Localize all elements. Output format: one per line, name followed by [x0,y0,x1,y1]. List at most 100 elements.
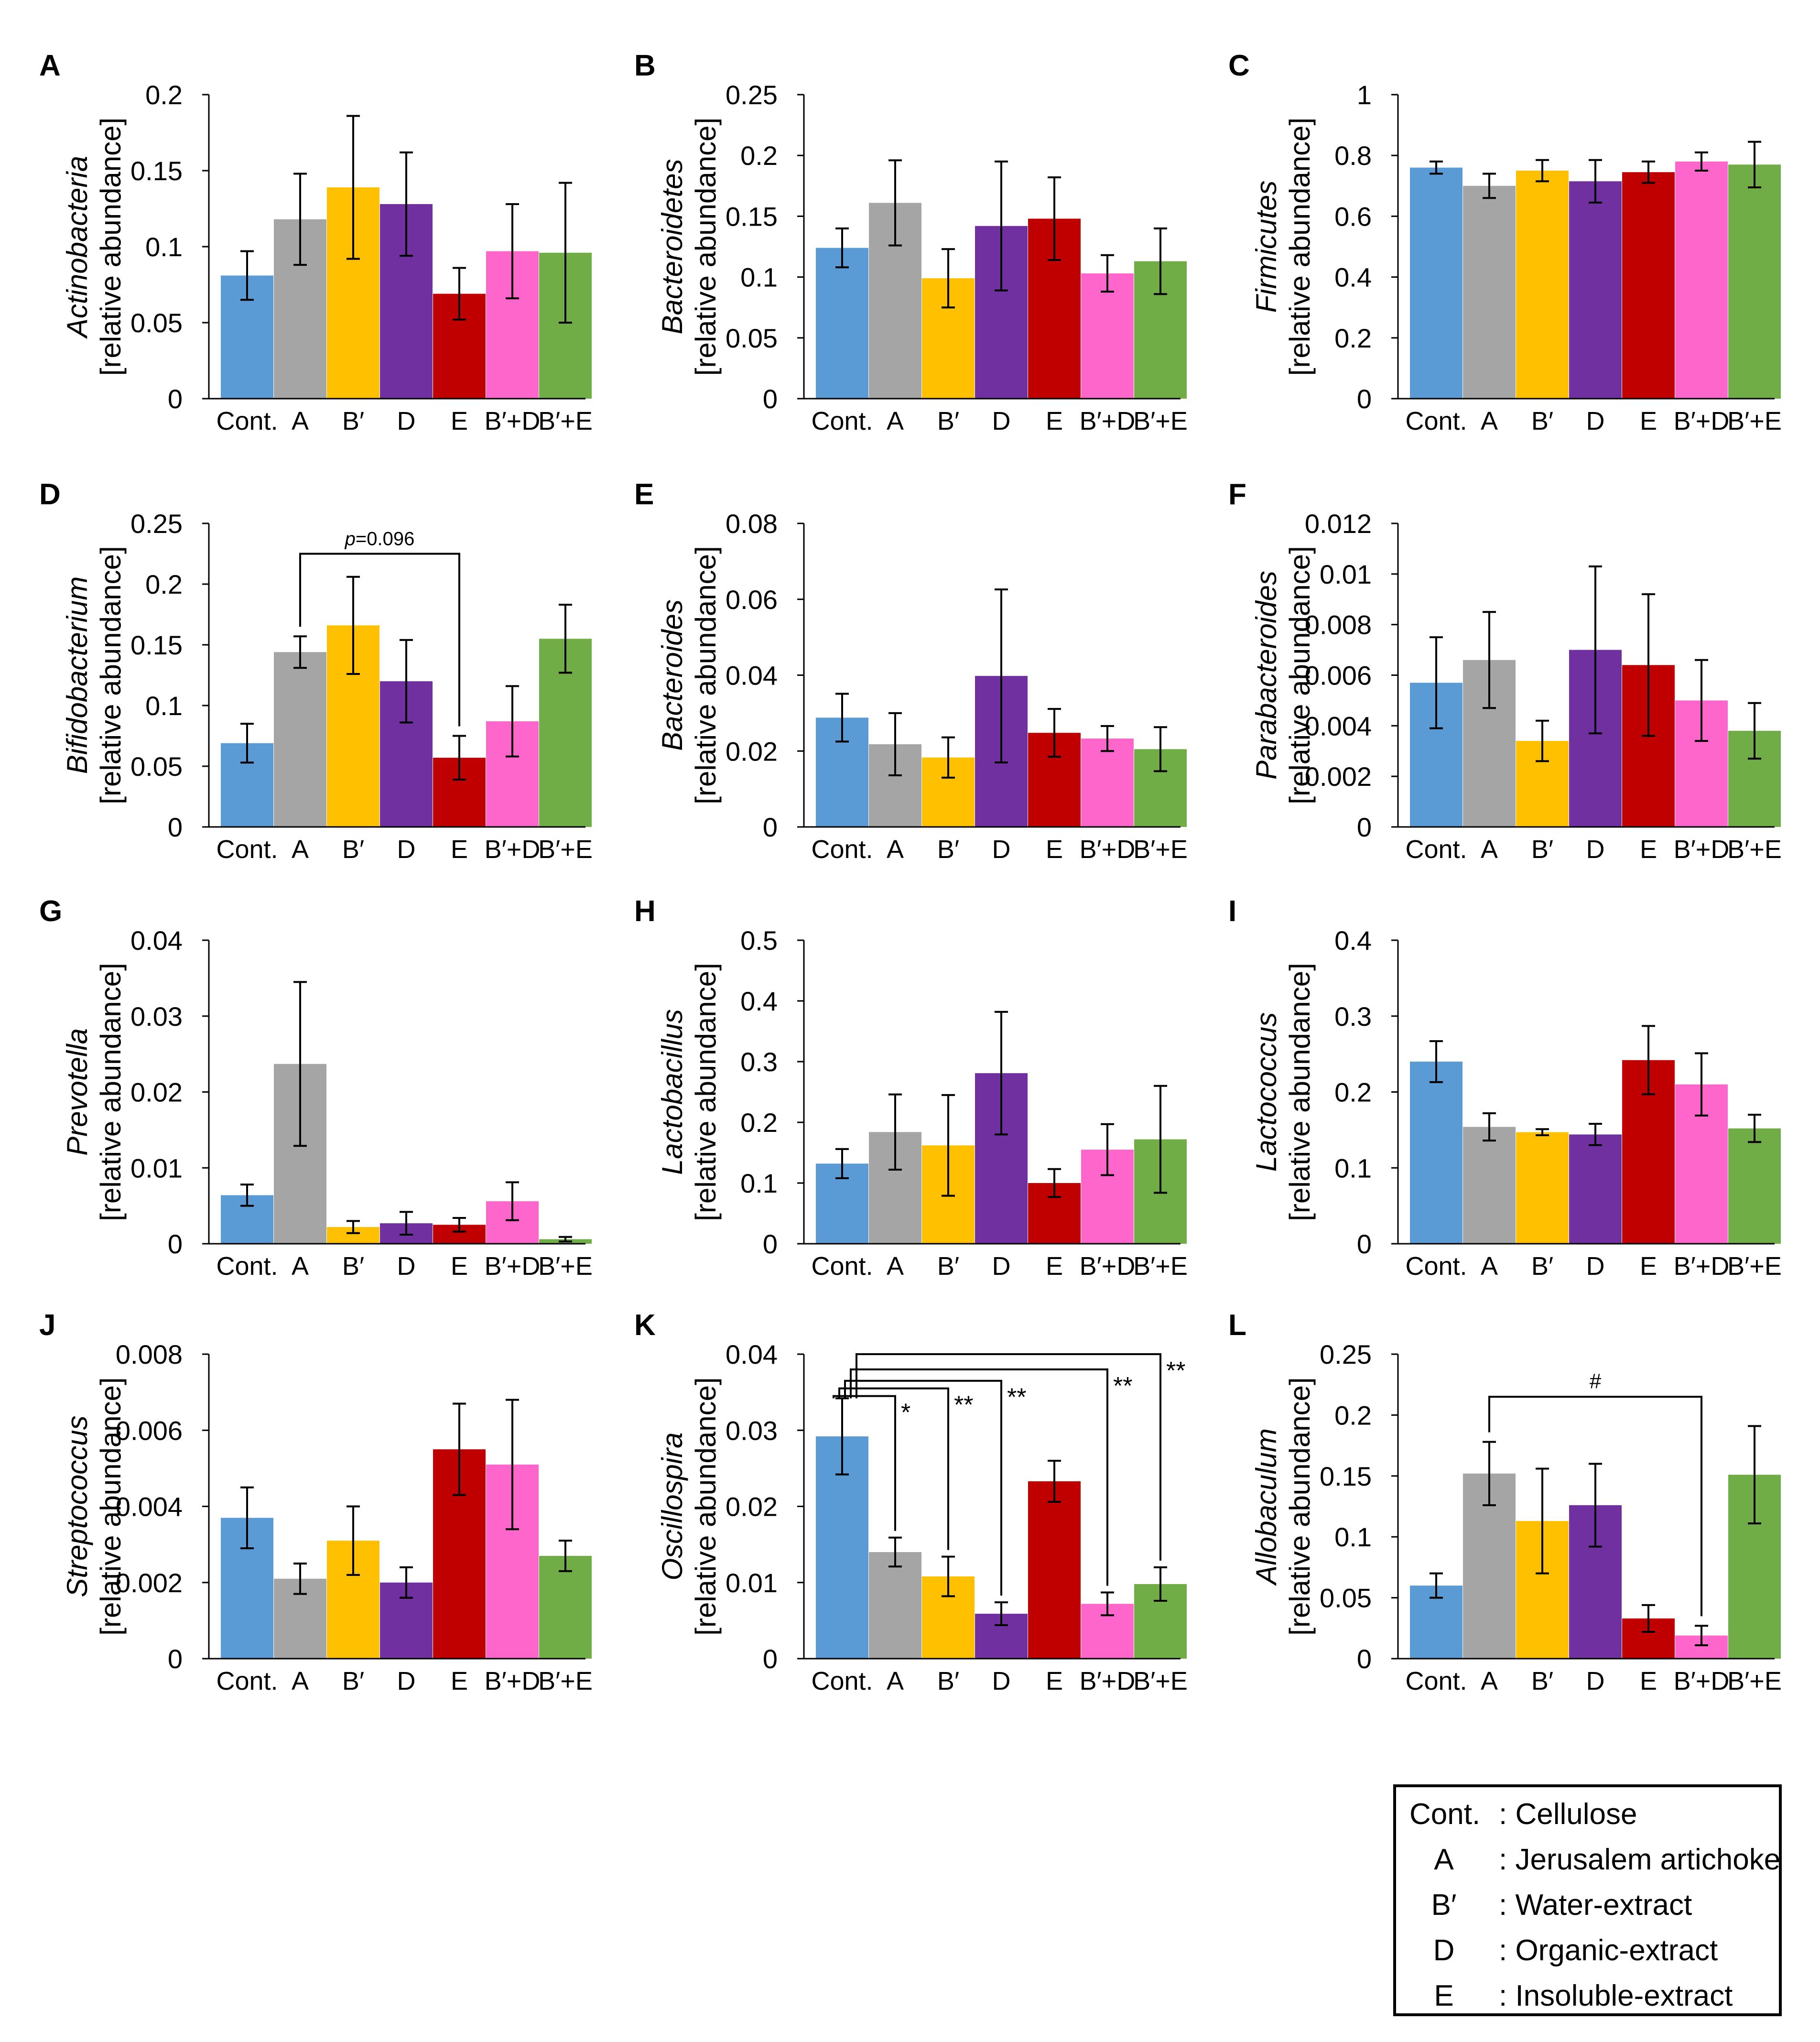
x-tick-label: Cont. [216,1252,278,1281]
y-axis-title: Actinobacteria [61,156,93,339]
significance-label: ** [1007,1384,1026,1412]
x-tick-label: Cont. [811,407,873,435]
y-axis-title: Prevotella [61,1028,93,1156]
y-axis-title: Lactobacillus [656,1009,688,1175]
x-tick-label: A [1481,407,1498,435]
x-tick-label: B′+E [1133,407,1188,435]
x-tick-label: B′+D [1080,1252,1136,1281]
bar-c-6 [1728,164,1781,399]
y-tick-label: 0.2 [1334,1077,1372,1108]
legend-desc: : Cellulose [1499,1798,1637,1831]
x-tick-label: B′+E [1133,1667,1188,1695]
y-axis-title: Bacteroidetes [656,159,688,335]
y-tick-label: 0.004 [1305,711,1372,741]
x-tick-label: Cont. [216,1667,278,1695]
panel-letter: L [1228,1309,1246,1342]
y-tick-label: 0.02 [726,736,778,766]
x-tick-label: A [887,1252,904,1281]
x-tick-label: B′+E [1133,1252,1188,1281]
y-tick-label: 0.002 [1305,761,1372,792]
y-tick-label: 0 [168,812,183,842]
panel-letter: G [39,895,62,928]
y-tick-label: 0.01 [726,1568,778,1598]
legend-key: D [1433,1934,1455,1967]
x-tick-label: Cont. [811,1252,873,1281]
x-tick-label: B′ [342,835,364,864]
bar-c-4 [1622,172,1675,399]
x-tick-label: B′ [342,1252,364,1281]
y-tick-label: 0.2 [145,569,183,599]
y-tick-label: 0.1 [1334,1153,1372,1183]
x-tick-label: Cont. [1405,407,1467,435]
panel-letter: J [39,1309,55,1342]
y-tick-label: 0.1 [1334,1522,1372,1552]
x-tick-label: E [451,407,468,435]
y-tick-label: 0.3 [740,1047,778,1077]
panel-letter: B [634,49,656,82]
panel-letter: F [1228,478,1246,511]
y-axis-title: Firmicutes [1250,181,1282,313]
significance-label: p=0.096 [345,529,415,550]
x-tick-label: D [1586,407,1605,435]
x-tick-label: Cont. [811,835,873,864]
y-tick-label: 0.008 [1305,610,1372,640]
x-tick-label: B′+E [538,407,593,435]
legend-key: Cont. [1409,1798,1481,1831]
panel-k: K Oscillospira [relative abundance] 0 0.01 0.… [634,1309,1188,1695]
bar-k-4 [1028,1481,1081,1659]
significance-bracket [838,1387,949,1550]
y-tick-label: 0.012 [1305,509,1372,539]
legend-desc: : Jerusalem artichoke [1499,1843,1781,1876]
x-tick-label: B′+D [1080,1667,1136,1695]
panel-letter: H [634,895,656,928]
panel-l: L Allobaculum [relative abundance] 0 0.05 0.1… [1228,1309,1782,1695]
y-axis-unit: [relative abundance] [95,118,127,376]
x-tick-label: B′+E [538,835,593,864]
x-tick-label: Cont. [216,407,278,435]
y-tick-label: 0.2 [1334,1400,1372,1430]
panel-g: G Prevotella [relative abundance] 0 0.01 0.02… [39,895,593,1281]
y-tick-label: 0.05 [130,751,183,782]
y-axis-unit: [relative abundance] [95,546,127,804]
y-tick-label: 0.8 [1334,141,1372,171]
bar-i-0 [1410,1062,1462,1244]
x-tick-label: B′+E [1727,835,1782,864]
y-tick-label: 0 [1357,384,1372,414]
y-tick-label: 0.6 [1334,201,1372,231]
y-tick-label: 0.03 [130,1001,183,1032]
legend-desc: : Organic-extract [1499,1934,1718,1967]
x-tick-label: B′+E [1727,407,1782,435]
y-axis-unit: [relative abundance] [1284,1377,1316,1635]
significance-label: ** [1166,1357,1185,1385]
y-tick-label: 0.25 [726,80,778,110]
significance-bracket [299,553,460,727]
x-tick-label: A [1481,1252,1498,1281]
panel-b: B Bacteroidetes [relative abundance] 0 0.05 0… [634,49,1188,435]
bar-i-2 [1516,1132,1569,1244]
y-tick-label: 0.02 [726,1492,778,1522]
y-tick-label: 0.006 [116,1415,183,1445]
y-tick-label: 0.008 [116,1339,183,1369]
y-tick-label: 0 [1357,812,1372,842]
x-tick-label: B′+E [538,1667,593,1695]
y-axis-title: Streptococcus [61,1415,93,1597]
y-axis-unit: [relative abundance] [1284,546,1316,804]
x-tick-label: Cont. [1405,1667,1467,1695]
x-tick-label: B′ [342,407,364,435]
y-axis-title: Bacteroides [656,599,688,751]
x-tick-label: D [397,407,416,435]
panel-letter: E [634,478,654,511]
x-tick-label: B′ [937,835,959,864]
y-tick-label: 0.3 [1334,1001,1372,1032]
x-tick-label: D [992,1667,1011,1695]
y-tick-label: 0 [168,1229,183,1259]
y-tick-label: 0.1 [145,691,183,721]
panel-letter: C [1228,49,1250,82]
x-tick-label: E [1640,407,1657,435]
bar-i-3 [1569,1134,1622,1244]
y-tick-label: 1 [1357,80,1372,110]
y-tick-label: 0.02 [130,1077,183,1108]
y-tick-label: 0 [763,1644,778,1674]
x-tick-label: E [1046,1667,1063,1695]
